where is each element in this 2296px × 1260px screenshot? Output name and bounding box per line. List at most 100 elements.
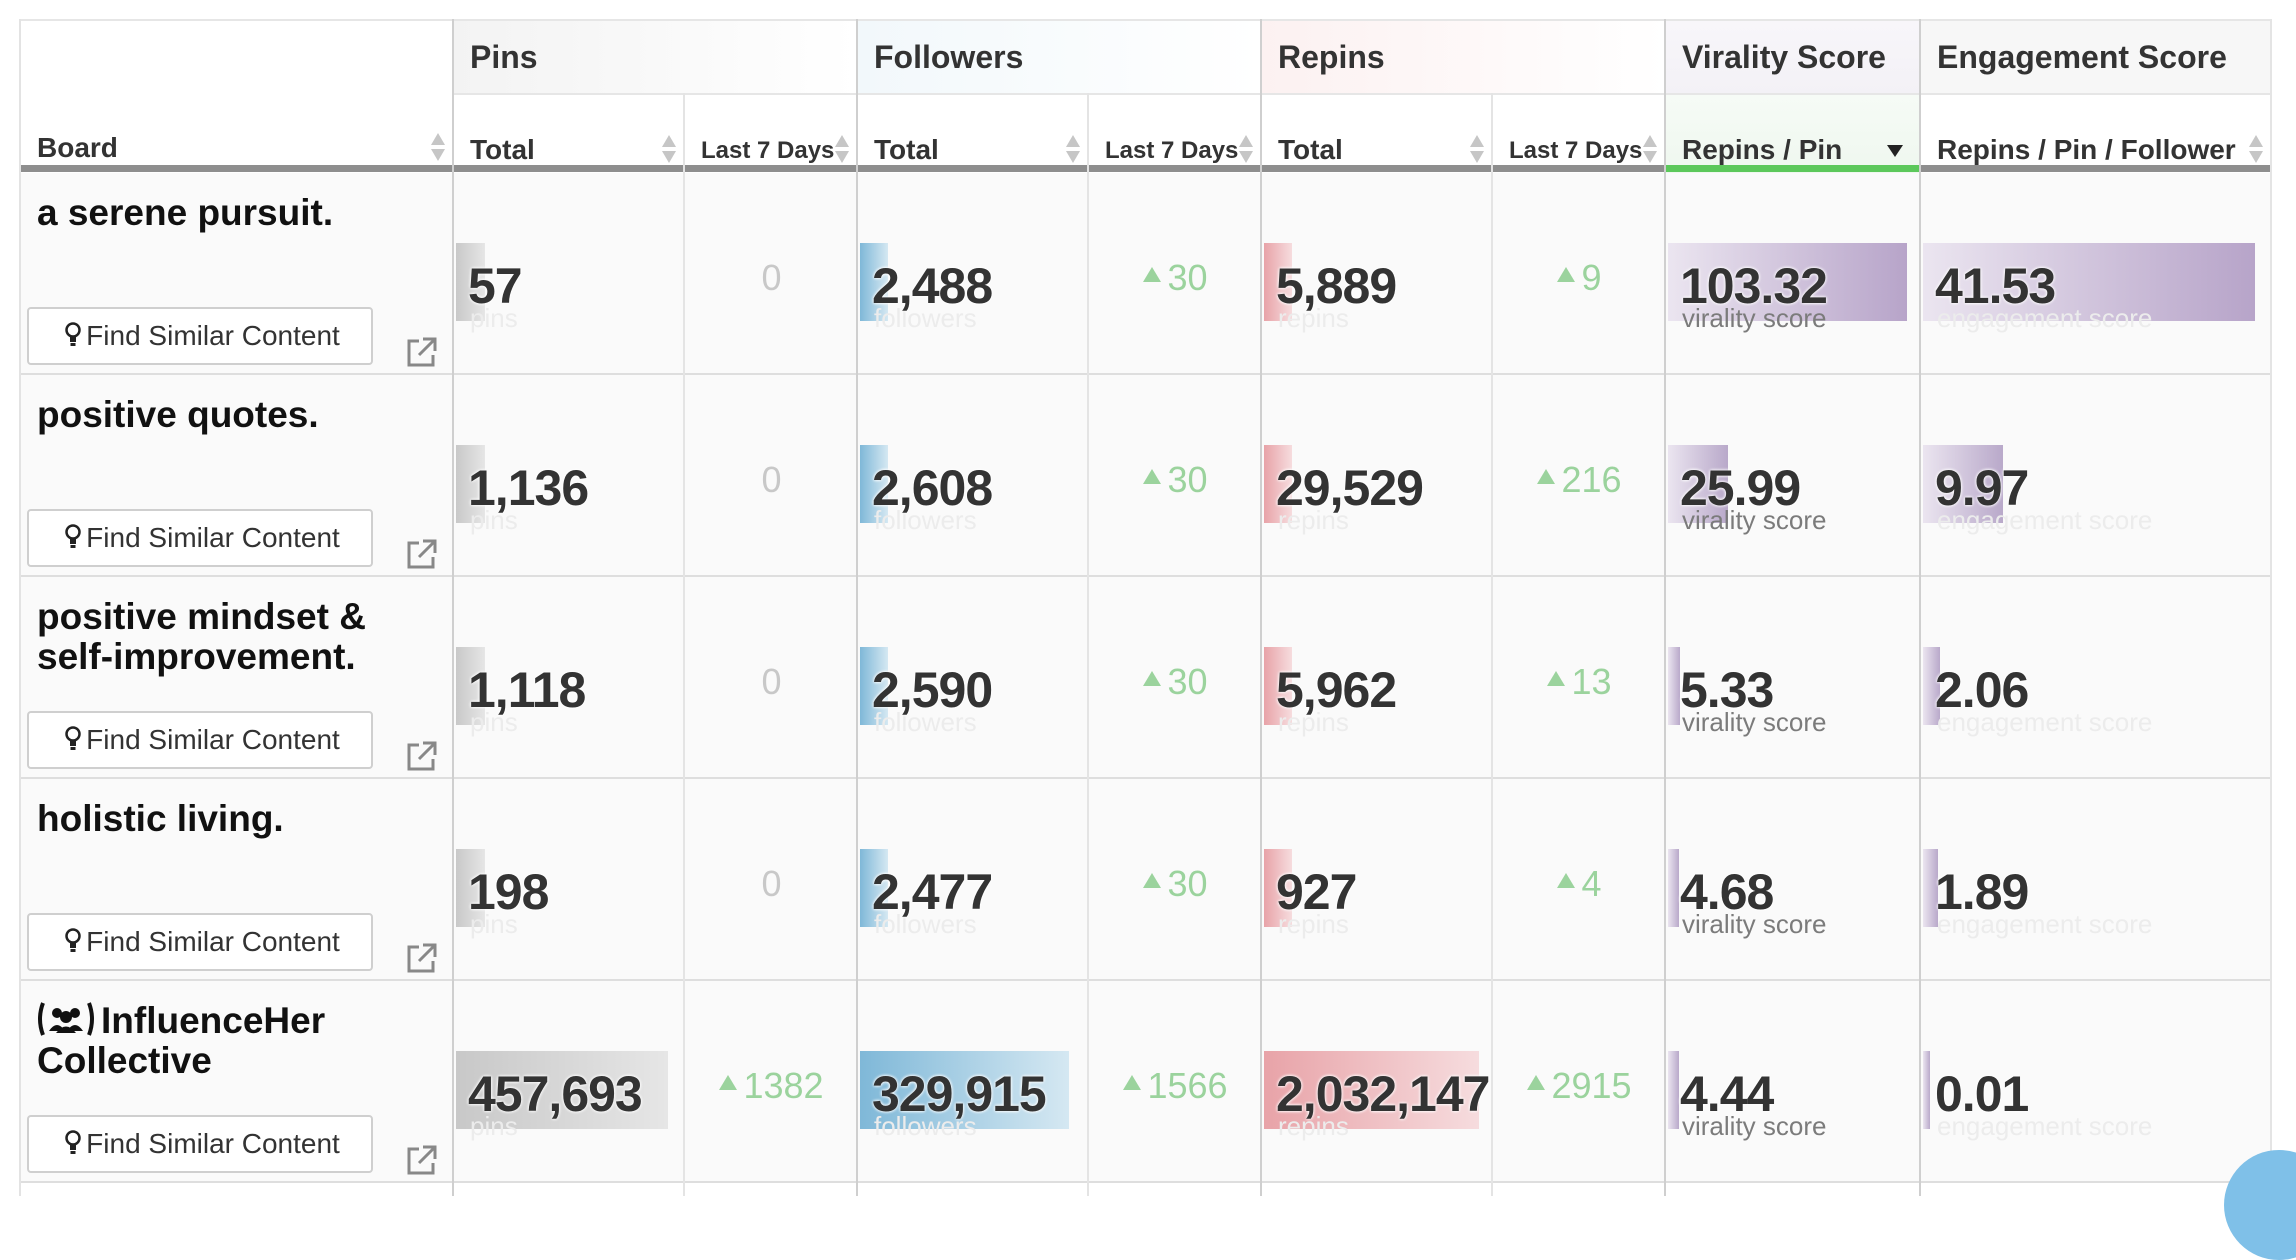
up-arrow-icon <box>1547 670 1566 686</box>
virality-score: virality score 4.44 <box>1666 981 1921 1183</box>
pins-total-value: 457,693 <box>468 1066 643 1122</box>
repins-last7: 2915 <box>1493 981 1666 1183</box>
engagement-score-value: 9.97 <box>1935 460 2029 516</box>
repins-last7-header[interactable]: Last 7 Days <box>1493 93 1666 183</box>
lightbulb-icon <box>60 511 86 565</box>
pins-last7-header[interactable]: Last 7 Days <box>685 93 858 183</box>
followers-total-bar <box>860 445 888 523</box>
up-arrow-icon <box>1123 1074 1142 1090</box>
followers-total-bar <box>860 849 888 927</box>
engagement-score-value: 1.89 <box>1935 864 2029 920</box>
pins-total-unit: pins <box>470 707 518 737</box>
column-divider <box>1919 19 1921 1196</box>
pins-total-unit: pins <box>470 1111 518 1141</box>
pins-last7-value: 0 <box>761 459 782 500</box>
board-name[interactable]: positive mindset & self-improvement. <box>37 596 366 677</box>
repins-total-header[interactable]: Total <box>1262 93 1493 183</box>
sort-descending-icon[interactable] <box>1887 145 1903 157</box>
external-link-icon[interactable] <box>405 335 439 369</box>
repins-last7: 9 <box>1493 173 1666 375</box>
repins-last7: 4 <box>1493 779 1666 981</box>
followers-last7-value: 30 <box>1167 459 1208 500</box>
followers-total-value: 2,477 <box>872 864 993 920</box>
virality-sub-label: Repins / Pin <box>1682 134 1843 165</box>
pins-last7: 1382 <box>685 981 858 1183</box>
board-name[interactable]: InfluenceHer Collective <box>37 1001 437 1081</box>
sort-arrows-icon[interactable] <box>834 133 850 167</box>
board-group-header-blank <box>21 19 454 93</box>
pins-total-unit: pins <box>470 505 518 535</box>
virality-score-unit: virality score <box>1682 707 1827 737</box>
engagement-group-header: Engagement Score <box>1921 19 2272 93</box>
sort-arrows-icon[interactable] <box>2248 133 2264 167</box>
pins-last7-delta: 1382 <box>685 1065 858 1107</box>
find-similar-content-button[interactable]: Find Similar Content <box>27 913 373 971</box>
up-arrow-icon <box>1143 468 1162 484</box>
followers-last7-header[interactable]: Last 7 Days <box>1089 93 1262 183</box>
find-similar-content-label: Find Similar Content <box>86 320 340 351</box>
sort-arrows-icon[interactable] <box>661 133 677 167</box>
followers-total: followers 329,915 <box>858 981 1089 1183</box>
engagement-score: engagement score 2.06 <box>1921 577 2272 779</box>
pins-group-header: Pins <box>454 19 858 93</box>
virality-score-unit: virality score <box>1682 1111 1827 1141</box>
pins-last7: 0 <box>685 577 858 779</box>
row-divider <box>21 575 2272 577</box>
sort-arrows-icon[interactable] <box>1238 133 1254 167</box>
repins-total-value: 5,962 <box>1276 662 1397 718</box>
followers-total-header[interactable]: Total <box>858 93 1089 183</box>
board-column-label: Board <box>37 132 118 163</box>
pins-total: pins 457,693 <box>454 981 685 1183</box>
row-divider <box>21 1181 2272 1183</box>
engagement-sub-header[interactable]: Repins / Pin / Follower <box>1921 93 2272 183</box>
sort-arrows-icon[interactable] <box>1065 133 1081 167</box>
followers-total-value: 2,488 <box>872 258 993 314</box>
board-name[interactable]: positive quotes. <box>37 394 319 435</box>
pins-total: pins 1,118 <box>454 577 685 779</box>
pins-total-label: Total <box>470 134 535 165</box>
engagement-group-label: Engagement Score <box>1937 39 2227 75</box>
board-name[interactable]: holistic living. <box>37 798 284 839</box>
engagement-score-value: 2.06 <box>1935 662 2029 718</box>
external-link-icon[interactable] <box>405 739 439 773</box>
find-similar-content-button[interactable]: Find Similar Content <box>27 509 373 567</box>
repins-total: repins 29,529 <box>1262 375 1493 577</box>
find-similar-content-button[interactable]: Find Similar Content <box>27 307 373 365</box>
board-column-header[interactable]: Board <box>21 19 454 183</box>
column-divider <box>683 93 685 1196</box>
pins-total: pins 57 <box>454 173 685 375</box>
column-divider <box>452 19 454 1196</box>
header-divider <box>21 165 2272 172</box>
sort-arrows-icon[interactable] <box>1642 133 1658 167</box>
followers-last7-delta: 30 <box>1089 661 1262 703</box>
external-link-icon[interactable] <box>405 537 439 571</box>
board-cell: InfluenceHer Collective Find Similar Cont… <box>21 981 454 1183</box>
followers-last7-value: 30 <box>1167 661 1208 702</box>
followers-last7-delta: 30 <box>1089 257 1262 299</box>
followers-last7: 30 <box>1089 173 1262 375</box>
pins-total-bar <box>456 445 485 523</box>
find-similar-content-label: Find Similar Content <box>86 724 340 755</box>
find-similar-content-label: Find Similar Content <box>86 1128 340 1159</box>
virality-score-value: 25.99 <box>1680 460 1801 516</box>
board-name[interactable]: a serene pursuit. <box>37 192 334 233</box>
find-similar-content-button[interactable]: Find Similar Content <box>27 1115 373 1173</box>
lightbulb-icon <box>60 915 86 969</box>
sort-arrows-icon[interactable] <box>1469 133 1485 167</box>
repins-total-bar <box>1264 445 1292 523</box>
pins-total: pins 1,136 <box>454 375 685 577</box>
followers-last7-value: 1566 <box>1147 1065 1228 1106</box>
virality-score-bar <box>1668 1051 1679 1129</box>
pins-total-header[interactable]: Total <box>454 93 685 183</box>
followers-last7: 1566 <box>1089 981 1262 1183</box>
sort-arrows-icon[interactable] <box>430 131 446 165</box>
external-link-icon[interactable] <box>405 1143 439 1177</box>
pins-total: pins 198 <box>454 779 685 981</box>
external-link-icon[interactable] <box>405 941 439 975</box>
board-cell: a serene pursuit. Find Similar Content <box>21 173 454 375</box>
find-similar-content-button[interactable]: Find Similar Content <box>27 711 373 769</box>
engagement-score-bar <box>1923 445 2003 523</box>
column-divider <box>2270 19 2272 1196</box>
engagement-sub-label: Repins / Pin / Follower <box>1937 134 2236 165</box>
pins-last7: 0 <box>685 173 858 375</box>
